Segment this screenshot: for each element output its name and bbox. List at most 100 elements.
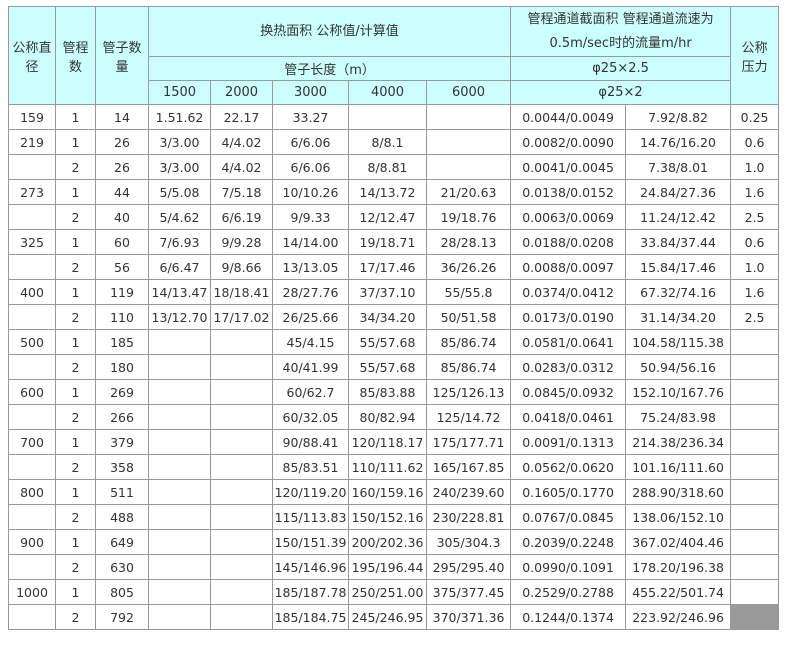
cell-area-4000: 80/82.94 (348, 404, 427, 430)
cell-area-2000 (210, 579, 273, 605)
cell-flow-rate: 24.84/27.36 (625, 179, 732, 205)
cell-area-4000: 12/12.47 (348, 204, 427, 230)
cell-pressure (730, 529, 780, 555)
header-passes-line2: 数 (68, 59, 82, 75)
cell-area-1500: 3/3.00 (148, 129, 211, 155)
cell-area-2000: 17/17.02 (210, 304, 273, 330)
cell-area-2000: 7/5.18 (210, 179, 273, 205)
cell-diameter (8, 554, 56, 580)
cell-area-2000 (210, 354, 273, 380)
cell-diameter: 273 (8, 179, 56, 205)
cell-area-1500 (148, 479, 211, 505)
cell-area-3000: 150/151.39 (272, 529, 349, 555)
cell-flow-rate: 15.84/17.46 (625, 254, 732, 280)
cell-area-4000: 19/18.71 (348, 229, 427, 255)
cell-passes: 1 (55, 104, 96, 130)
cell-diameter: 600 (8, 379, 56, 405)
cell-area-4000: 8/8.1 (348, 129, 427, 155)
cell-area-2000: 6/6.19 (210, 204, 273, 230)
cell-flow-rate: 33.84/37.44 (625, 229, 732, 255)
cell-area-2000 (210, 404, 273, 430)
cell-area-3000: 115/113.83 (272, 504, 349, 530)
cell-area-1500: 5/5.08 (148, 179, 211, 205)
cell-flow-area: 0.0990/0.1091 (510, 554, 627, 580)
cell-area-6000: 165/167.85 (425, 454, 512, 480)
cell-area-4000: 150/152.16 (348, 504, 427, 530)
cell-passes: 1 (55, 279, 96, 305)
cell-area-6000 (425, 104, 512, 130)
cell-tube-count: 26 (95, 129, 149, 155)
cell-area-1500 (148, 604, 211, 630)
cell-diameter (8, 354, 56, 380)
cell-flow-area: 0.0091/0.1313 (510, 429, 627, 455)
cell-tube-count: 358 (95, 454, 149, 480)
cell-area-4000: 55/57.68 (348, 329, 427, 355)
cell-pressure: 0.6 (730, 229, 780, 255)
cell-flow-rate: 214.38/236.34 (625, 429, 732, 455)
header-passes-line1: 管程 (62, 40, 89, 56)
header-diameter-line1: 公称直 (12, 40, 52, 56)
cell-area-1500 (148, 579, 211, 605)
table-row: 2 56 6/6.47 9/8.66 13/13.05 17/17.46 36/26.26 0… (8, 254, 780, 280)
cell-area-1500: 5/4.62 (148, 204, 211, 230)
cell-area-3000: 90/88.41 (272, 429, 349, 455)
cell-flow-area: 0.2039/0.2248 (510, 529, 627, 555)
cell-pressure: 0.25 (730, 104, 780, 130)
cell-flow-area: 0.0767/0.0845 (510, 504, 627, 530)
cell-flow-rate: 14.76/16.20 (625, 129, 732, 155)
table-row: 2 488 115/113.83 150/152.16 230/228.81 0.0767… (8, 504, 780, 530)
cell-flow-area: 0.0581/0.0641 (510, 329, 627, 355)
header-length-3000: 3000 (272, 80, 349, 105)
cell-diameter (8, 604, 56, 630)
cell-area-1500 (148, 504, 211, 530)
cell-diameter: 219 (8, 129, 56, 155)
header-area: 换热面积 公称值/计算值 (147, 6, 512, 57)
cell-area-3000: 10/10.26 (272, 179, 349, 205)
table-row: 2 26 3/3.00 4/4.02 6/6.06 8/8.81 0.0041/0.0045… (8, 154, 780, 180)
cell-area-6000: 19/18.76 (425, 204, 512, 230)
cell-area-6000: 36/26.26 (425, 254, 512, 280)
header-tube-count-line1: 管子数 (102, 40, 142, 56)
cell-area-6000: 230/228.81 (425, 504, 512, 530)
cell-area-6000: 21/20.63 (425, 179, 512, 205)
cell-area-6000: 305/304.3 (425, 529, 512, 555)
header-diameter-line2: 径 (25, 59, 39, 75)
cell-diameter: 325 (8, 229, 56, 255)
cell-flow-rate: 455.22/501.74 (625, 579, 732, 605)
cell-passes: 2 (55, 604, 96, 630)
cell-area-2000: 22.17 (210, 104, 273, 130)
cell-flow-area: 0.0418/0.0461 (510, 404, 627, 430)
cell-area-2000 (210, 479, 273, 505)
cell-tube-count: 44 (95, 179, 149, 205)
cell-tube-count: 379 (95, 429, 149, 455)
cell-flow-rate: 367.02/404.46 (625, 529, 732, 555)
cell-diameter: 700 (8, 429, 56, 455)
cell-area-6000: 28/28.13 (425, 229, 512, 255)
cell-flow-rate: 104.58/115.38 (625, 329, 732, 355)
cell-area-2000 (210, 379, 273, 405)
cell-pressure (730, 479, 780, 505)
cell-tube-count: 56 (95, 254, 149, 280)
cell-area-3000: 60/62.7 (272, 379, 349, 405)
cell-area-1500 (148, 354, 211, 380)
cell-area-6000: 85/86.74 (425, 329, 512, 355)
cell-area-4000: 120/118.17 (348, 429, 427, 455)
cell-area-2000: 4/4.02 (210, 129, 273, 155)
cell-passes: 1 (55, 329, 96, 355)
cell-diameter (8, 154, 56, 180)
cell-area-6000: 125/14.72 (425, 404, 512, 430)
cell-area-3000: 145/146.96 (272, 554, 349, 580)
cell-tube-count: 266 (95, 404, 149, 430)
cell-area-4000: 250/251.00 (348, 579, 427, 605)
cell-flow-rate: 223.92/246.96 (625, 604, 732, 630)
cell-area-6000: 175/177.71 (425, 429, 512, 455)
cell-passes: 1 (55, 529, 96, 555)
cell-area-3000: 28/27.76 (272, 279, 349, 305)
cell-area-4000: 195/196.44 (348, 554, 427, 580)
cell-flow-area: 0.0082/0.0090 (510, 129, 627, 155)
cell-flow-rate: 67.32/74.16 (625, 279, 732, 305)
cell-area-4000: 110/111.62 (348, 454, 427, 480)
cell-flow-rate: 50.94/56.16 (625, 354, 732, 380)
cell-passes: 1 (55, 229, 96, 255)
cell-area-3000: 14/14.00 (272, 229, 349, 255)
